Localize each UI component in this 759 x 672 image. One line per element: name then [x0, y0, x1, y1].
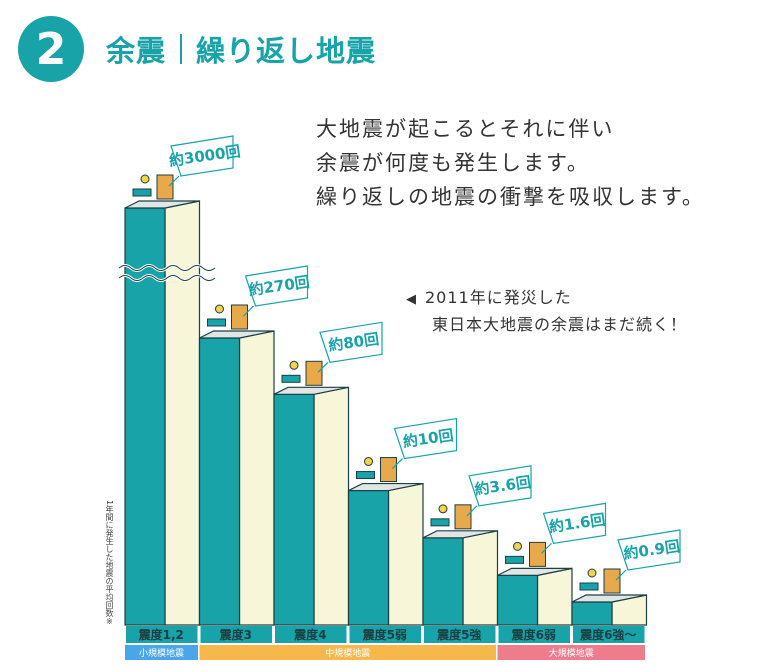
cabinet-icon [380, 457, 397, 483]
person-icon [215, 304, 224, 314]
table-icon [579, 582, 599, 591]
group-label: 小規模地震 [139, 647, 184, 659]
table-icon [356, 471, 375, 480]
bar [571, 601, 613, 626]
category-tag [349, 626, 421, 643]
cabinet-icon [454, 504, 472, 530]
callout-pointer [466, 505, 478, 517]
bar-top [273, 386, 349, 395]
intro-text: 大地震が起こるとそれに伴い 余震が何度も発生します。 繰り返しの地震の衝撃を吸収… [316, 112, 705, 214]
section-header: 2 余震 繰り返し地震 [18, 14, 376, 84]
value-callout [170, 135, 234, 177]
cabinet-icon [529, 541, 546, 567]
bar-side [536, 567, 573, 626]
section-number-badge: 2 [18, 16, 84, 82]
y-axis-label: 1年間に発生した地震の平均回数※ [105, 500, 114, 627]
axis-break [118, 275, 216, 281]
group-label: 中規模地震 [325, 647, 370, 659]
title-main: 余震 [106, 34, 167, 68]
bar-side [313, 386, 350, 626]
bar-side [387, 482, 424, 626]
category-label: 震度1,2 [139, 627, 184, 642]
group-label: 大規模地震 [549, 647, 594, 659]
table-icon [505, 555, 524, 564]
bar-side [238, 330, 275, 626]
bar [422, 537, 464, 626]
bar-top [348, 482, 424, 492]
title-separator [180, 34, 183, 64]
person-icon [364, 457, 373, 467]
aftershock-note: ◀ 2011年に発災した 東日本大地震の余震はまだ続く！ [406, 285, 687, 337]
cabinet-icon [305, 360, 323, 386]
person-icon [513, 541, 522, 551]
bar-top [422, 530, 498, 539]
value-callout [468, 465, 532, 507]
triangle-left-icon: ◀ [406, 292, 417, 307]
table-icon [281, 374, 301, 383]
cabinet-icon [156, 174, 174, 200]
bar-top [571, 594, 647, 603]
category-tag [498, 626, 570, 643]
person-icon [438, 504, 448, 514]
note-line-1: 2011年に発災した [425, 288, 572, 307]
table-icon [132, 188, 152, 197]
cabinet-icon [231, 304, 248, 330]
category-tag [126, 626, 198, 643]
person-icon [587, 568, 597, 578]
callout-pointer [541, 542, 552, 554]
bar-top [497, 567, 573, 576]
axis-break [118, 265, 216, 271]
category-tag [275, 626, 347, 643]
cabinet-icon [603, 568, 621, 594]
value-callout [617, 529, 681, 571]
bar-side [462, 530, 499, 626]
note-line-2: 東日本大地震の余震はまだ続く！ [432, 315, 688, 334]
value-callout [319, 321, 383, 363]
category-label: 震度6弱 [512, 627, 556, 642]
bar-top [199, 330, 275, 339]
group-band [125, 645, 198, 660]
table-icon [207, 318, 226, 327]
intro-line: 大地震が起こるとそれに伴い [316, 117, 615, 141]
bar [347, 489, 390, 626]
callout-pointer [317, 361, 329, 373]
category-tag [424, 626, 496, 643]
callout-pointer [168, 175, 180, 187]
category-label: 震度4 [294, 627, 326, 642]
value-callout [393, 417, 458, 460]
bar-top [124, 200, 200, 209]
category-label: 震度3 [220, 627, 252, 642]
bar [198, 337, 241, 626]
callout-pointer [615, 569, 627, 581]
category-label: 震度5強 [437, 627, 481, 642]
bar [496, 574, 539, 626]
category-tag [573, 626, 645, 643]
title-sub: 繰り返し地震 [196, 34, 377, 68]
callout-pointer [243, 305, 254, 317]
category-label: 震度6強〜 [580, 627, 636, 642]
person-icon [140, 174, 150, 184]
group-band [497, 645, 645, 660]
bar [273, 393, 315, 626]
section-title: 余震 繰り返し地震 [106, 28, 376, 70]
callout-pointer [392, 458, 403, 469]
intro-line: 繰り返しの地震の衝撃を吸収します。 [316, 185, 705, 209]
intro-line: 余震が何度も発生します。 [316, 151, 590, 175]
category-label: 震度5弱 [363, 627, 407, 642]
category-tag [200, 626, 272, 643]
value-callout [244, 265, 309, 307]
table-icon [430, 518, 450, 527]
person-icon [289, 360, 299, 370]
group-band [199, 645, 496, 660]
value-callout [542, 502, 607, 545]
